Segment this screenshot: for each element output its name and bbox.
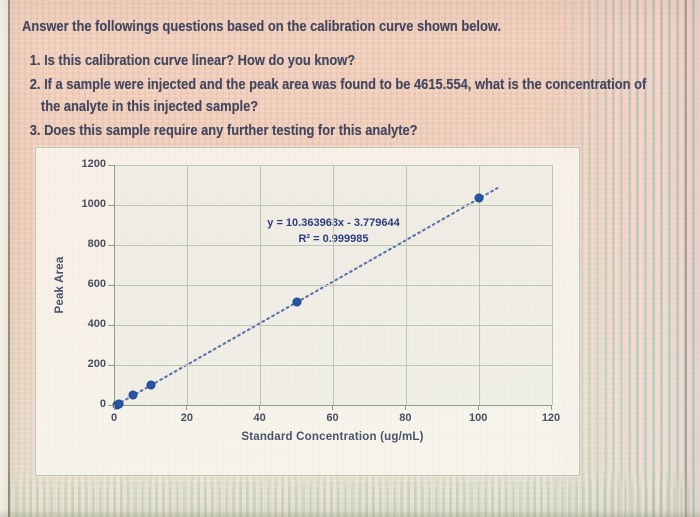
x-tick-label: 80 xyxy=(399,412,412,424)
gridline-horizontal xyxy=(115,364,552,366)
gridline-vertical xyxy=(187,165,189,405)
x-axis-title: Standard Concentration (ug/mL) xyxy=(241,431,424,443)
y-tick-mark xyxy=(108,204,114,206)
x-tick-mark xyxy=(113,405,115,410)
question-1: 1. Is this calibration curve linear? How… xyxy=(29,52,356,69)
x-tick-label: 100 xyxy=(468,412,488,424)
gridline-vertical xyxy=(333,165,334,405)
x-tick-mark xyxy=(477,405,479,410)
y-tick-label: 600 xyxy=(87,278,106,290)
y-tick-label: 1200 xyxy=(81,158,106,170)
x-tick-mark xyxy=(259,405,261,410)
data-point xyxy=(128,390,138,400)
y-tick-mark xyxy=(108,164,114,166)
trendline-annotation: y = 10.363963x - 3.779644 R² = 0.999985 xyxy=(267,215,399,247)
trendline-equation: y = 10.363963x - 3.779644 xyxy=(267,217,400,229)
y-tick-label: 0 xyxy=(99,398,106,410)
page-edge-left xyxy=(0,0,8,517)
y-tick-label: 200 xyxy=(87,358,106,370)
x-tick-label: 60 xyxy=(326,412,339,424)
gridline-vertical xyxy=(551,165,553,405)
gridline-horizontal xyxy=(115,204,552,206)
x-tick-label: 0 xyxy=(110,412,118,424)
y-tick-mark xyxy=(108,404,114,406)
x-tick-mark xyxy=(404,405,406,410)
x-tick-label: 40 xyxy=(253,412,266,424)
data-point xyxy=(474,193,484,203)
question-2: 2. If a sample were injected and the pea… xyxy=(29,76,647,115)
data-point xyxy=(114,399,124,409)
calibration-chart: y = 10.363963x - 3.779644 R² = 0.999985 … xyxy=(35,147,580,476)
trendline-r-squared: R² = 0.999985 xyxy=(298,233,369,245)
gridline-horizontal xyxy=(115,164,552,166)
gridline-vertical xyxy=(405,165,407,405)
plot-area: y = 10.363963x - 3.779644 R² = 0.999985 xyxy=(112,164,553,410)
question-3: 3. Does this sample require any further … xyxy=(29,122,418,139)
y-tick-label: 1000 xyxy=(81,198,106,210)
trendline xyxy=(115,187,499,405)
page-edge-bottom xyxy=(0,509,700,517)
y-tick-mark xyxy=(108,324,114,326)
y-tick-mark xyxy=(108,364,114,366)
gridline-horizontal xyxy=(115,284,552,286)
page-edge-right-line xyxy=(685,0,687,517)
data-point xyxy=(292,297,302,307)
gridline-horizontal xyxy=(115,324,552,326)
page-edge-left-line xyxy=(8,0,10,517)
y-tick-mark xyxy=(108,244,114,246)
y-tick-label: 800 xyxy=(87,238,106,250)
gridline-vertical xyxy=(260,165,262,405)
data-point xyxy=(146,380,156,390)
question-block: Answer the followings questions based on… xyxy=(22,16,663,144)
x-tick-label: 20 xyxy=(180,412,193,424)
x-tick-mark xyxy=(550,405,552,410)
prompt-text: Answer the followings questions based on… xyxy=(22,18,502,35)
x-tick-label: 120 xyxy=(541,412,561,424)
x-tick-mark xyxy=(186,405,188,410)
y-tick-mark xyxy=(108,284,114,286)
x-tick-mark xyxy=(332,405,333,410)
y-tick-label: 400 xyxy=(87,318,106,330)
